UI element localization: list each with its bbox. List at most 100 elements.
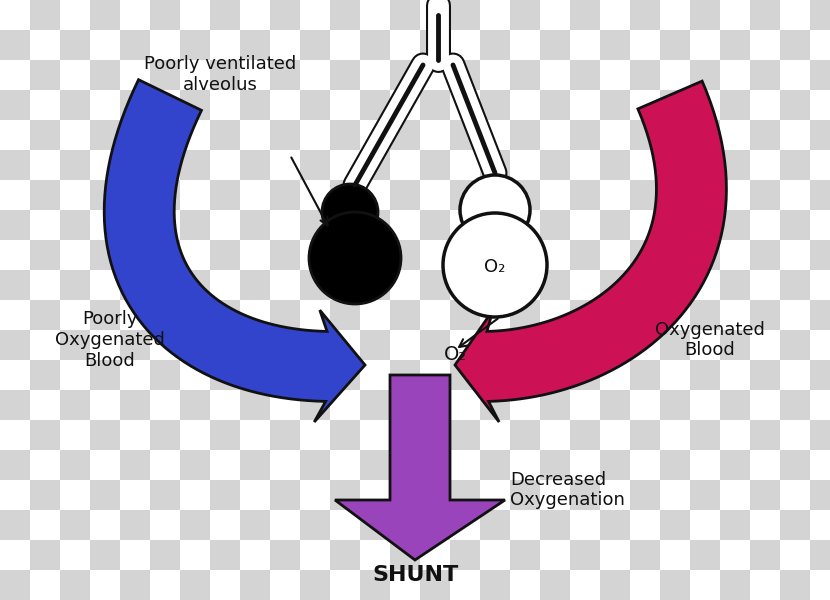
Bar [90, 330, 120, 360]
Bar [120, 90, 150, 120]
Bar [510, 150, 540, 180]
Bar [300, 570, 330, 600]
Bar [660, 90, 690, 120]
Bar [210, 510, 240, 540]
Bar [630, 360, 660, 390]
Bar [780, 540, 810, 570]
Bar [570, 420, 600, 450]
Bar [660, 390, 690, 420]
Bar [180, 120, 210, 150]
Bar [540, 420, 570, 450]
Bar [90, 120, 120, 150]
Bar [0, 510, 30, 540]
Bar [120, 420, 150, 450]
Bar [390, 270, 420, 300]
Bar [630, 60, 660, 90]
Polygon shape [105, 80, 365, 422]
Bar [780, 330, 810, 360]
Bar [720, 510, 750, 540]
Bar [150, 90, 180, 120]
Bar [690, 30, 720, 60]
Bar [660, 180, 690, 210]
Bar [420, 0, 450, 30]
Bar [570, 540, 600, 570]
Bar [660, 570, 690, 600]
Bar [480, 150, 510, 180]
Bar [660, 60, 690, 90]
Bar [270, 180, 300, 210]
Bar [240, 360, 270, 390]
Bar [750, 90, 780, 120]
Bar [300, 240, 330, 270]
Bar [300, 360, 330, 390]
Bar [180, 210, 210, 240]
Bar [330, 360, 360, 390]
Bar [270, 510, 300, 540]
Bar [660, 480, 690, 510]
Bar [330, 210, 360, 240]
Bar [150, 60, 180, 90]
Bar [330, 0, 360, 30]
Bar [780, 240, 810, 270]
Bar [660, 270, 690, 300]
Bar [420, 270, 450, 300]
Bar [180, 150, 210, 180]
Bar [390, 390, 420, 420]
Text: SHUNT: SHUNT [372, 565, 458, 585]
Bar [420, 30, 450, 60]
Bar [690, 390, 720, 420]
Bar [780, 480, 810, 510]
Bar [720, 120, 750, 150]
Bar [390, 90, 420, 120]
Bar [240, 540, 270, 570]
Bar [30, 210, 60, 240]
Bar [420, 540, 450, 570]
Bar [150, 480, 180, 510]
Bar [480, 0, 510, 30]
Bar [420, 480, 450, 510]
Bar [0, 480, 30, 510]
Bar [660, 360, 690, 390]
Bar [120, 360, 150, 390]
Bar [750, 0, 780, 30]
Bar [480, 480, 510, 510]
Bar [450, 90, 480, 120]
Bar [90, 60, 120, 90]
Bar [690, 330, 720, 360]
Bar [330, 420, 360, 450]
Bar [60, 240, 90, 270]
Bar [390, 120, 420, 150]
Bar [330, 570, 360, 600]
Bar [600, 60, 630, 90]
Bar [90, 450, 120, 480]
Bar [810, 180, 830, 210]
Bar [150, 510, 180, 540]
Bar [210, 420, 240, 450]
Bar [480, 360, 510, 390]
Bar [270, 30, 300, 60]
Bar [60, 450, 90, 480]
Bar [210, 0, 240, 30]
Bar [240, 420, 270, 450]
Bar [600, 210, 630, 240]
Bar [690, 450, 720, 480]
Bar [120, 270, 150, 300]
Bar [720, 0, 750, 30]
Bar [750, 450, 780, 480]
Bar [270, 90, 300, 120]
Bar [510, 300, 540, 330]
Bar [270, 360, 300, 390]
Bar [120, 510, 150, 540]
Text: Oxygenated
Blood: Oxygenated Blood [655, 320, 765, 359]
Bar [360, 0, 390, 30]
Bar [600, 120, 630, 150]
Bar [450, 300, 480, 330]
Bar [810, 540, 830, 570]
Bar [210, 480, 240, 510]
Bar [150, 300, 180, 330]
Bar [510, 390, 540, 420]
Bar [120, 300, 150, 330]
Bar [90, 510, 120, 540]
Bar [690, 120, 720, 150]
Bar [510, 480, 540, 510]
